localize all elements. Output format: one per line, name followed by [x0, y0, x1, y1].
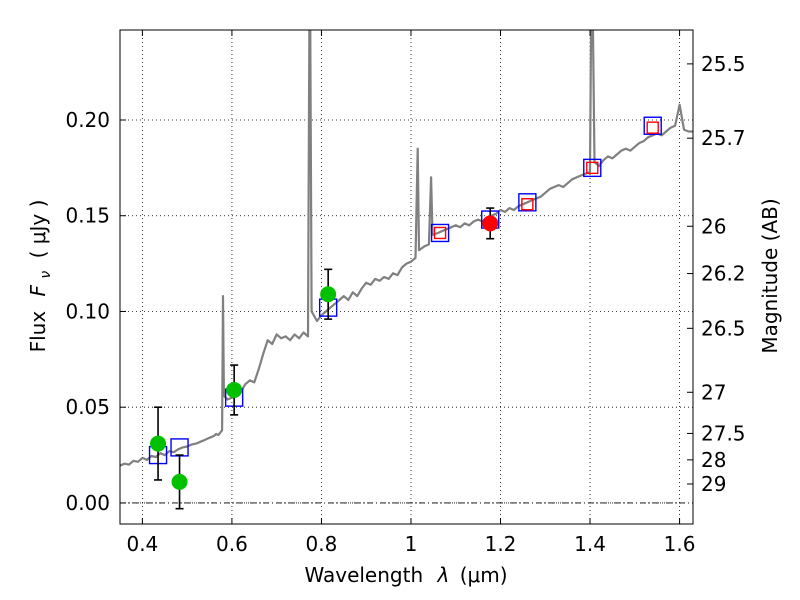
- model-photometry-blue-point: [583, 158, 602, 178]
- mag-tick-label: 25.5: [701, 52, 746, 76]
- y-axis-label: Flux F ν ( μJy ): [26, 200, 55, 353]
- observed-optical-point: [320, 286, 337, 303]
- observed-optical-point: [226, 381, 243, 398]
- model-photometry-red-point: [646, 121, 659, 134]
- model-photometry-blue-point: [430, 223, 450, 243]
- x-tick-label: 1.2: [485, 532, 517, 556]
- y-tick-label: 0.00: [65, 491, 110, 515]
- y2-axis-label: Magnitude (AB): [758, 198, 782, 353]
- x-tick-label: 0.6: [216, 532, 248, 556]
- x-tick-label: 1.6: [664, 532, 696, 556]
- plot-frame: [119, 29, 694, 525]
- mag-tick-label: 27.5: [701, 421, 746, 445]
- photometry-layer: [148, 116, 662, 510]
- mag-tick-label: 29: [701, 472, 726, 496]
- model-photometry-red-point: [521, 198, 534, 211]
- mag-tick-label: 26.2: [701, 262, 746, 286]
- y-tick-label: 0.15: [65, 204, 110, 228]
- x-tick-label: 1: [405, 532, 418, 556]
- model-photometry-red-point: [586, 161, 599, 175]
- y-tick-label: 0.05: [65, 395, 110, 419]
- axis-ticks: 0.4 0.6 0.8 1 1.2 1.4 1.6 0.00 0.05 0.10 0.15 0.20 2…: [65, 30, 746, 556]
- mag-tick-label: 25.7: [701, 126, 746, 150]
- x-tick-label: 0.4: [126, 532, 158, 556]
- observed-nir-point: [482, 215, 499, 232]
- model-photometry-red-point: [433, 226, 447, 240]
- x-axis-label: Wavelength λ (μm): [304, 563, 507, 587]
- model-photometry-blue-point: [518, 193, 537, 212]
- y-tick-label: 0.10: [65, 299, 110, 323]
- mag-tick-label: 26: [701, 214, 726, 238]
- observed-optical-point: [150, 435, 167, 452]
- grid-lines: [120, 30, 693, 524]
- y-tick-label: 0.20: [65, 108, 110, 132]
- x-tick-label: 1.4: [574, 532, 606, 556]
- mag-tick-label: 27: [701, 380, 726, 404]
- x-tick-label: 0.8: [306, 532, 338, 556]
- model-spectrum-layer: [120, 30, 693, 467]
- model-spectrum: [120, 30, 693, 467]
- model-photometry-blue-point: [643, 116, 662, 135]
- observed-optical-point: [171, 473, 188, 490]
- mag-tick-label: 26.5: [701, 316, 746, 340]
- mag-tick-label: 28: [701, 448, 726, 472]
